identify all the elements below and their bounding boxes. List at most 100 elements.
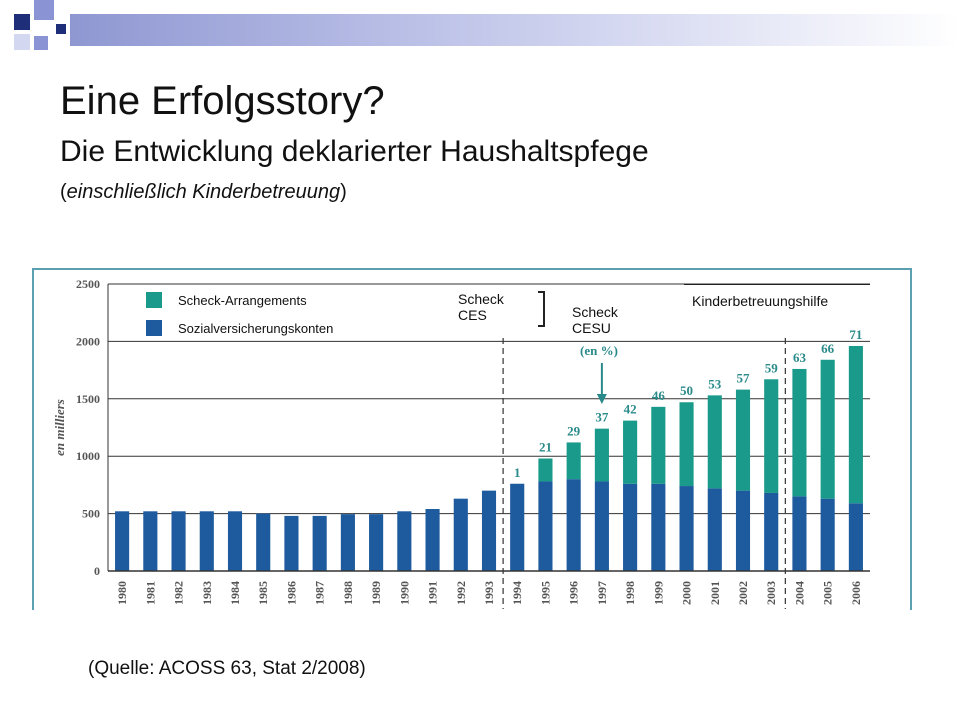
x-tick-label-1985: 1985 — [256, 581, 270, 605]
bar-sozial-1992 — [453, 498, 468, 571]
x-tick-label-1992: 1992 — [454, 581, 468, 605]
annotation-scheck-ces: Scheck CES — [458, 291, 520, 323]
percent-label-2001: 53 — [708, 376, 722, 391]
note-text: einschließlich Kinderbetreuung — [66, 181, 341, 203]
bar-scheck-2000 — [679, 402, 694, 487]
bar-sozial-1988 — [340, 514, 355, 571]
bar-scheck-1996 — [566, 442, 581, 480]
x-tick-label-2002: 2002 — [736, 581, 750, 605]
x-tick-label-1991: 1991 — [426, 581, 440, 605]
legend-swatch-blue — [146, 320, 162, 336]
x-tick-label-1987: 1987 — [313, 581, 327, 605]
bar-scheck-1999 — [651, 406, 666, 484]
x-tick-label-2000: 2000 — [680, 581, 694, 605]
percent-label-2003: 59 — [765, 360, 779, 375]
percent-label-2002: 57 — [737, 371, 751, 386]
decoration-square-navy-small — [56, 24, 66, 34]
annotation-scheck-cesu: Scheck CESU — [566, 304, 648, 336]
x-tick-label-1997: 1997 — [595, 581, 609, 605]
bar-scheck-2005 — [820, 359, 835, 499]
bar-sozial-1999 — [651, 483, 666, 571]
bar-sozial-1986 — [284, 515, 299, 571]
x-tick-label-1982: 1982 — [172, 581, 186, 605]
bar-sozial-2004 — [792, 496, 807, 571]
x-tick-label-1988: 1988 — [341, 581, 355, 605]
annotation-en-percent: (en %) — [580, 343, 618, 358]
percent-label-2005: 66 — [821, 341, 835, 356]
x-tick-label-1994: 1994 — [510, 581, 524, 605]
y-tick-label-2000: 2000 — [76, 334, 100, 348]
bar-sozial-1996 — [566, 479, 581, 571]
x-tick-label-1998: 1998 — [623, 581, 637, 605]
x-tick-label-2003: 2003 — [764, 581, 778, 605]
bar-sozial-1997 — [594, 481, 609, 571]
percent-label-1994: 1 — [514, 465, 521, 480]
note-close-paren: ) — [340, 181, 347, 203]
bar-scheck-2003 — [764, 379, 779, 493]
bar-scheck-2001 — [707, 395, 722, 489]
bar-sozial-1984 — [227, 511, 243, 571]
bar-sozial-1994 — [510, 483, 525, 571]
y-tick-label-2500: 2500 — [76, 277, 100, 291]
x-tick-label-1986: 1986 — [284, 581, 298, 605]
slide-note: (einschließlich Kinderbetreuung) — [60, 179, 347, 205]
bar-sozial-1989 — [369, 514, 384, 571]
bar-sozial-1985 — [256, 513, 271, 571]
x-tick-label-1980: 1980 — [115, 581, 129, 605]
legend-label-scheck: Scheck-Arrangements — [178, 292, 307, 308]
source-citation: (Quelle: ACOSS 63, Stat 2/2008) — [88, 658, 366, 679]
decoration-square-lavender — [34, 0, 54, 20]
bar-scheck-1995 — [538, 458, 553, 482]
decoration-square-pale — [14, 34, 30, 50]
x-tick-label-1989: 1989 — [369, 581, 383, 605]
y-axis-label: en milliers — [52, 399, 67, 456]
percent-label-1999: 46 — [652, 388, 666, 403]
bar-sozial-1991 — [425, 509, 440, 571]
y-tick-label-1000: 1000 — [76, 449, 100, 463]
bar-sozial-2002 — [735, 490, 751, 571]
slide-subtitle: Die Entwicklung deklarierter Haushaltspf… — [60, 135, 649, 168]
y-tick-label-1500: 1500 — [76, 392, 100, 406]
bar-sozial-1995 — [538, 481, 553, 571]
bar-chart: 0 500 1000 1500 2000 2500 en milliers 1980 1981 1… — [52, 277, 870, 609]
x-tick-label-2001: 2001 — [708, 581, 722, 605]
bar-sozial-2003 — [764, 492, 779, 571]
x-tick-label-1993: 1993 — [482, 581, 496, 605]
note-open-paren: ( — [60, 181, 67, 203]
bar-sozial-1993 — [481, 490, 497, 571]
bar-sozial-2000 — [679, 486, 694, 571]
cesu-arrow-head — [596, 394, 607, 404]
x-tick-label-2004: 2004 — [792, 581, 806, 605]
annotation-bracket — [538, 291, 545, 327]
x-tick-label-2006: 2006 — [849, 581, 863, 605]
x-tick-label-1981: 1981 — [143, 581, 157, 605]
bar-sozial-1980 — [115, 511, 130, 571]
percent-label-2000: 50 — [680, 383, 693, 398]
y-tick-label-0: 0 — [94, 564, 100, 578]
legend-swatch-teal — [146, 292, 162, 308]
percent-label-1995: 21 — [539, 439, 552, 454]
percent-label-2004: 63 — [793, 350, 807, 365]
percent-label-2006: 71 — [849, 327, 862, 342]
bar-scheck-2002 — [735, 389, 751, 491]
bar-sozial-1983 — [199, 511, 214, 571]
bar-scheck-2004 — [792, 368, 807, 497]
decoration-square-lavender-small — [34, 36, 48, 50]
y-tick-label-500: 500 — [82, 507, 100, 521]
x-tick-label-1983: 1983 — [200, 581, 214, 605]
bar-sozial-1982 — [171, 511, 186, 571]
bar-scheck-1998 — [623, 420, 638, 484]
x-tick-label-1999: 1999 — [651, 581, 665, 605]
bar-sozial-2001 — [707, 488, 722, 571]
legend-label-sozial: Sozialversicherungskonten — [178, 320, 334, 336]
percent-label-1997: 37 — [595, 410, 609, 425]
slide-title: Eine Erfolgsstory? — [60, 79, 385, 123]
x-tick-label-1990: 1990 — [397, 581, 411, 605]
bar-sozial-1987 — [312, 515, 327, 571]
percent-label-1996: 29 — [567, 423, 581, 438]
header-gradient-bar — [70, 14, 960, 46]
x-tick-label-1995: 1995 — [538, 581, 552, 605]
annotation-kinderbetreuungshilfe: Kinderbetreuungshilfe — [684, 284, 870, 312]
decoration-square-navy — [14, 14, 30, 30]
bar-sozial-1998 — [623, 483, 638, 571]
